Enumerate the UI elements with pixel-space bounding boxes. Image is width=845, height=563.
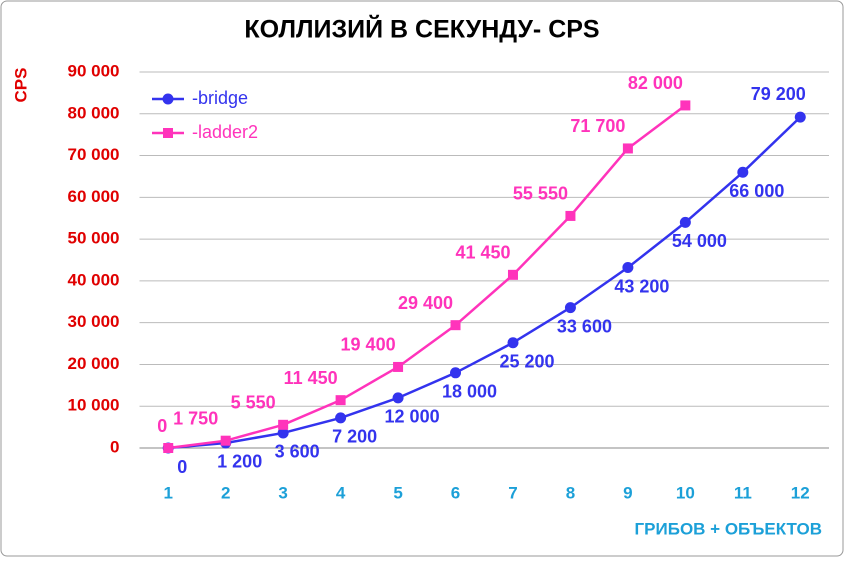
data-label: 82 000	[628, 73, 683, 93]
marker	[679, 216, 691, 228]
data-label: 12 000	[385, 407, 440, 427]
marker	[450, 320, 461, 331]
x-tick-label: 11	[734, 483, 752, 502]
y-tick-label: 40 000	[68, 270, 120, 289]
marker	[622, 262, 634, 274]
data-label: 55 550	[513, 184, 568, 204]
data-label: 5 550	[231, 393, 276, 413]
legend-label: -bridge	[192, 88, 248, 108]
data-label: 18 000	[442, 382, 497, 402]
data-label: 71 700	[570, 116, 625, 136]
x-tick-label: 5	[393, 483, 402, 502]
data-label: 0	[177, 457, 187, 477]
y-tick-label: 50 000	[68, 229, 120, 248]
marker	[794, 111, 806, 123]
y-tick-label: 80 000	[68, 103, 120, 122]
series-line	[168, 116, 802, 450]
marker	[392, 392, 404, 404]
y-tick-label: 60 000	[68, 187, 120, 206]
marker	[507, 337, 519, 349]
data-label: 11 450	[284, 368, 338, 388]
marker	[162, 93, 174, 105]
data-label: 19 400	[341, 335, 396, 355]
x-tick-label: 8	[566, 483, 575, 502]
marker	[277, 427, 289, 439]
marker	[163, 443, 174, 453]
y-tick-label: 0	[110, 437, 119, 456]
marker	[622, 143, 633, 154]
marker	[680, 100, 691, 111]
x-tick-label: 4	[336, 483, 346, 502]
y-tick-label: 10 000	[68, 396, 120, 415]
data-label: 1 750	[173, 408, 218, 428]
data-label: 25 200	[499, 351, 554, 371]
chart-title: КОЛЛИЗИЙ В СЕКУНДУ- CPS	[244, 14, 599, 44]
x-tick-label: 6	[451, 483, 460, 502]
marker	[335, 395, 346, 406]
marker	[220, 435, 231, 446]
data-label: 79 200	[751, 84, 806, 104]
marker	[564, 302, 576, 314]
x-tick-label: 12	[791, 483, 810, 502]
marker	[393, 361, 404, 372]
data-label: 41 450	[455, 243, 510, 263]
y-tick-label: 20 000	[68, 354, 120, 373]
series-line	[168, 104, 687, 450]
x-tick-label: 3	[278, 483, 287, 502]
x-tick-label: 1	[163, 483, 172, 502]
marker	[507, 269, 518, 280]
marker	[737, 166, 749, 178]
x-tick-label: 2	[221, 483, 230, 502]
data-label: 54 000	[672, 231, 727, 251]
data-label: 29 400	[398, 293, 453, 313]
data-label: 1 200	[217, 452, 262, 472]
y-tick-label: 70 000	[68, 145, 120, 164]
data-label: 43 200	[614, 276, 669, 296]
data-label: 33 600	[557, 316, 612, 336]
y-tick-label: 30 000	[68, 312, 120, 331]
legend-label: -ladder2	[192, 122, 258, 142]
x-axis-label: ГРИБОВ + ОБЪЕКТОВ	[635, 519, 822, 538]
data-label: 0	[157, 416, 167, 436]
x-tick-label: 7	[508, 483, 517, 502]
marker	[335, 412, 347, 424]
x-tick-label: 10	[676, 483, 695, 502]
data-label: 3 600	[275, 442, 320, 462]
marker	[565, 210, 576, 221]
data-label: 7 200	[332, 427, 377, 447]
data-label: 66 000	[729, 181, 784, 201]
marker	[278, 419, 289, 430]
y-axis-label: CPS	[11, 68, 30, 103]
marker	[450, 367, 462, 379]
marker	[163, 128, 173, 138]
x-tick-label: 9	[623, 483, 632, 502]
y-tick-label: 90 000	[68, 61, 120, 80]
